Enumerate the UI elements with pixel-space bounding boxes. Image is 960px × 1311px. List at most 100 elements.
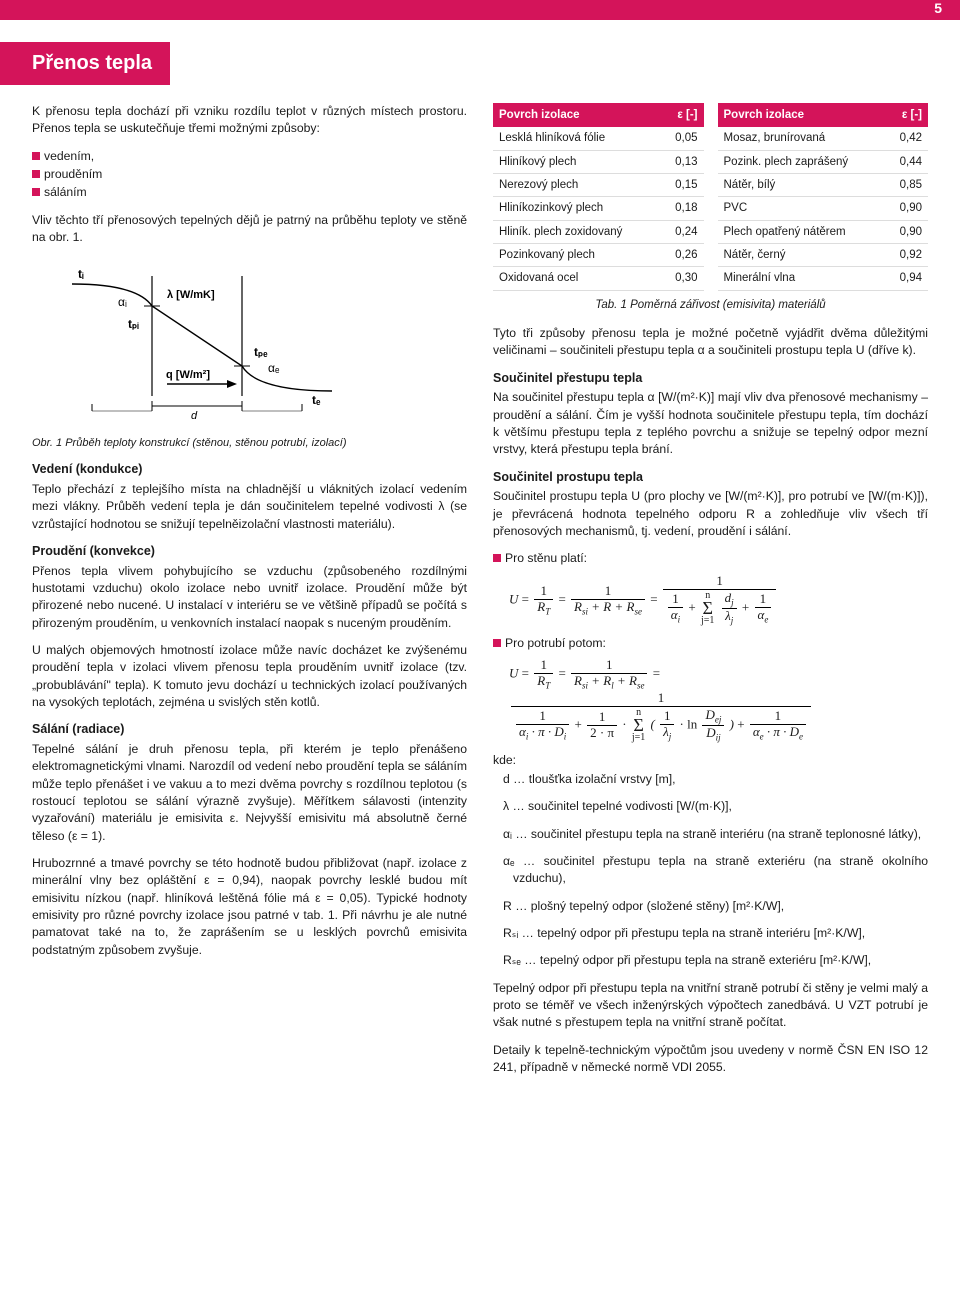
section-heading: Součinitel prostupu tepla — [493, 469, 928, 487]
table-cell: PVC — [718, 197, 886, 220]
square-icon — [32, 170, 40, 178]
columns: K přenosu tepla dochází při vzniku rozdí… — [0, 85, 960, 1086]
kde-line: λ … součinitel tepelné vodivosti [W/(m·K… — [503, 798, 928, 815]
section-text: Přenos tepla vlivem pohybujícího se vzdu… — [32, 563, 467, 632]
bullet-item: prouděním — [32, 166, 467, 183]
page-title: Přenos tepla — [0, 42, 170, 85]
top-bar — [0, 0, 960, 20]
table-cell: Mosaz, brunírovaná — [718, 127, 886, 150]
table-cell: Nátěr, bílý — [718, 173, 886, 196]
table-cell: Hliník. plech zoxidovaný — [493, 220, 661, 243]
emissivity-table-right: Povrch izolace ε [-] Mosaz, brunírovaná0… — [718, 103, 929, 291]
formula-wall: U = 1RT = 1Rsi + R + Rse = 1 1αi + nΣj=1… — [509, 574, 928, 627]
table-cell: Pozink. plech zaprášený — [718, 150, 886, 173]
temperature-diagram: d tᵢ αᵢ tₚᵢ λ [W/mK] q [W/m²] tₚₑ — [32, 256, 467, 431]
table-caption: Tab. 1 Poměrná zářivost (emisivita) mate… — [493, 297, 928, 313]
table-row: Plech opatřený nátěrem0,90 — [718, 220, 929, 243]
section-text: Teplo přechází z teplejšího místa na chl… — [32, 481, 467, 533]
table-row: Oxidovaná ocel0,30 — [493, 267, 704, 290]
table-row: Nátěr, černý0,92 — [718, 243, 929, 266]
kde-line: d … tloušťka izolační vrstvy [m], — [503, 771, 928, 788]
table-cell: Lesklá hliníková fólie — [493, 127, 661, 150]
table-row: Hliník. plech zoxidovaný0,24 — [493, 220, 704, 243]
svg-text:d: d — [191, 410, 198, 422]
table-cell: 0,92 — [886, 243, 928, 266]
table-cell: 0,15 — [661, 173, 704, 196]
table-cell: 0,26 — [661, 243, 704, 266]
section-text: Tepelné sálání je druh přenosu tepla, př… — [32, 741, 467, 845]
svg-text:tᵢ: tᵢ — [78, 267, 84, 281]
emissivity-table-left: Povrch izolace ε [-] Lesklá hliníková fó… — [493, 103, 704, 291]
table-cell: Nerezový plech — [493, 173, 661, 196]
bullet-label: vedením, — [44, 149, 94, 163]
intro-p2: Vliv těchto tří přenosových tepelných dě… — [32, 212, 467, 247]
figure-caption: Obr. 1 Průběh teploty konstrukcí (stěnou… — [32, 436, 467, 452]
kde-line: Rₛᵢ … tepelný odpor při přestupu tepla n… — [503, 925, 928, 942]
table-header: ε [-] — [886, 103, 928, 127]
svg-text:q [W/m²]: q [W/m²] — [166, 369, 210, 381]
table-header: Povrch izolace — [718, 103, 886, 127]
table-cell: 0,18 — [661, 197, 704, 220]
table-cell: 0,24 — [661, 220, 704, 243]
square-icon — [32, 188, 40, 196]
section-text: Součinitel prostupu tepla U (pro plochy … — [493, 488, 928, 540]
table-row: Mosaz, brunírovaná0,42 — [718, 127, 929, 150]
svg-text:λ [W/mK]: λ [W/mK] — [167, 289, 215, 301]
intro-p1: K přenosu tepla dochází při vzniku rozdí… — [32, 103, 467, 138]
section-heading: Součinitel přestupu tepla — [493, 370, 928, 388]
bullet-item: Pro potrubí potom: — [493, 635, 928, 652]
table-row: Hliníkozinkový plech0,18 — [493, 197, 704, 220]
table-row: Nerezový plech0,15 — [493, 173, 704, 196]
table-cell: 0,85 — [886, 173, 928, 196]
table-header: ε [-] — [661, 103, 704, 127]
kde-label: kde: — [493, 752, 928, 769]
left-column: K přenosu tepla dochází při vzniku rozdí… — [32, 103, 467, 1086]
table-cell: 0,90 — [886, 220, 928, 243]
table-cell: Hliníkový plech — [493, 150, 661, 173]
svg-text:tₚₑ: tₚₑ — [254, 345, 268, 359]
section-text: U malých objemových hmotností izolace mů… — [32, 642, 467, 711]
svg-text:αᵢ: αᵢ — [118, 295, 127, 309]
table-row: Hliníkový plech0,13 — [493, 150, 704, 173]
section-text: Hrubozrnné a tmavé povrchy se této hodno… — [32, 855, 467, 959]
table-cell: 0,90 — [886, 197, 928, 220]
table-cell: 0,30 — [661, 267, 704, 290]
table-cell: Plech opatřený nátěrem — [718, 220, 886, 243]
section-heading: Sálání (radiace) — [32, 721, 467, 739]
square-icon — [32, 152, 40, 160]
section-text: Tyto tři způsoby přenosu tepla je možné … — [493, 325, 928, 360]
bullet-label: Pro potrubí potom: — [505, 636, 606, 650]
svg-text:tₑ: tₑ — [312, 393, 321, 407]
table-row: Minerální vlna0,94 — [718, 267, 929, 290]
section-heading: Proudění (konvekce) — [32, 543, 467, 561]
kde-list: d … tloušťka izolační vrstvy [m], λ … sou… — [493, 771, 928, 970]
diagram-svg: d tᵢ αᵢ tₚᵢ λ [W/mK] q [W/m²] tₚₑ — [32, 256, 352, 426]
kde-line: αᵢ … součinitel přestupu tepla na straně… — [503, 826, 928, 843]
table-cell: Hliníkozinkový plech — [493, 197, 661, 220]
kde-line: Rₛₑ … tepelný odpor při přestupu tepla n… — [503, 952, 928, 969]
section-text: Tepelný odpor při přestupu tepla na vnit… — [493, 980, 928, 1032]
table-row: Pozink. plech zaprášený0,44 — [718, 150, 929, 173]
table-row: Lesklá hliníková fólie0,05 — [493, 127, 704, 150]
table-row: Pozinkovaný plech0,26 — [493, 243, 704, 266]
page: 5 Přenos tepla K přenosu tepla dochází p… — [0, 0, 960, 1126]
section-text: Detaily k tepelně-technickým výpočtům js… — [493, 1042, 928, 1077]
bullet-label: sáláním — [44, 185, 87, 199]
emissivity-tables: Povrch izolace ε [-] Lesklá hliníková fó… — [493, 103, 928, 291]
table-header: Povrch izolace — [493, 103, 661, 127]
kde-line: R … plošný tepelný odpor (složené stěny)… — [503, 898, 928, 915]
bullet-item: sáláním — [32, 184, 467, 201]
table-row: Nátěr, bílý0,85 — [718, 173, 929, 196]
svg-text:tₚᵢ: tₚᵢ — [128, 317, 139, 331]
table-cell: Minerální vlna — [718, 267, 886, 290]
table-row: PVC0,90 — [718, 197, 929, 220]
table-cell: Oxidovaná ocel — [493, 267, 661, 290]
square-icon — [493, 639, 501, 647]
page-number: 5 — [934, 0, 942, 16]
bullet-item: Pro stěnu platí: — [493, 550, 928, 567]
table-cell: Nátěr, černý — [718, 243, 886, 266]
bullet-label: prouděním — [44, 167, 102, 181]
svg-text:αₑ: αₑ — [268, 361, 280, 375]
table-cell: 0,44 — [886, 150, 928, 173]
square-icon — [493, 554, 501, 562]
